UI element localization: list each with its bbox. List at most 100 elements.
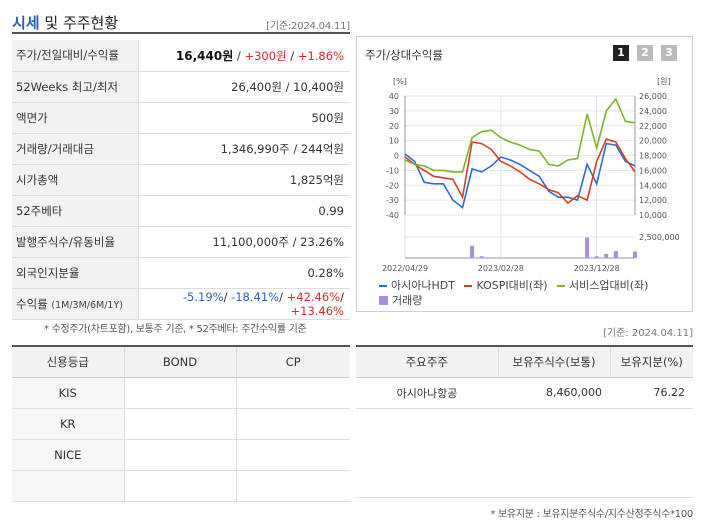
holder-header-name: 주요주주 <box>356 346 499 378</box>
reference-date: [기준:2024.04.11] <box>266 21 350 32</box>
legend-item-kospi: KOSPI대비(좌) <box>464 278 548 293</box>
legend-item-volume: 거래량 <box>379 293 422 308</box>
return-value-cell: -5.19%/ -18.41%/ +42.46%/ +13.46% <box>138 288 350 320</box>
right-tick-label: 24,000 <box>639 107 667 116</box>
chart-title: 주가/상대수익률 <box>365 48 443 62</box>
volume-bar <box>604 253 609 258</box>
price-chart: [%] [원] 40 30 20 10 0 -10 -20 -30 -40 26,000 24,000 2… <box>382 77 680 273</box>
right-tick-label: 26,000 <box>639 92 667 101</box>
left-tick-label: -30 <box>386 196 399 205</box>
table-row: 발행주식수/유동비율 11,100,000주 / 23.26% <box>12 226 350 258</box>
right-tick-label: 18,000 <box>639 152 667 161</box>
legend-label-asiana: 아시아나HDT <box>391 279 455 292</box>
credit-rating-table: 신용등급 BOND CP KIS KR NICE <box>12 345 350 502</box>
holder-shares: 8,460,000 <box>498 377 610 409</box>
table-row <box>12 470 350 502</box>
credit-bond <box>124 439 237 471</box>
legend-label-volume: 거래량 <box>392 294 423 307</box>
left-tick-label: 20 <box>389 122 399 131</box>
return-1m: -5.19% <box>182 289 224 304</box>
foreign-label: 외국인지분율 <box>12 257 139 289</box>
series-line-0 <box>404 142 636 209</box>
credit-agency <box>12 470 125 502</box>
price-value-cell: 16,440원 / +300원 / +1.86% <box>138 40 350 72</box>
left-tick-label: 10 <box>389 137 399 146</box>
holder-header-ratio: 보유지분(%) <box>610 346 693 378</box>
volume-bar <box>470 245 475 258</box>
right-axis-unit: [원] <box>657 77 671 86</box>
section-title-rest: 및 주주현황 <box>39 14 119 32</box>
par-value: 500원 <box>138 102 350 134</box>
chart-page-2-button[interactable]: 2 <box>637 45 653 61</box>
price-change: +300원 <box>244 48 287 63</box>
legend-item-service: 서비스업대비(좌) <box>557 278 648 293</box>
chart-page-3-button[interactable]: 3 <box>661 45 677 61</box>
holder-name: 아시아나항공 <box>356 377 498 409</box>
beta-label: 52주베타 <box>12 195 139 227</box>
table-header-row: 주요주주 보유주식수(보통) 보유지분(%) <box>356 346 693 378</box>
credit-header-bond: BOND <box>124 346 237 378</box>
table-row: 액면가 500원 <box>12 102 350 134</box>
left-tick-label: 40 <box>389 92 399 101</box>
table-row: 시가총액 1,825억원 <box>12 164 350 196</box>
legend-label-service: 서비스업대비(좌) <box>569 279 649 292</box>
x-tick-label: 2023/12/28 <box>574 264 620 273</box>
return-1y: +13.46% <box>290 303 345 318</box>
right-tick-label: 20,000 <box>639 137 667 146</box>
table-row: KR <box>12 408 350 440</box>
mcap-label: 시가총액 <box>12 164 139 196</box>
volume-tick-label: 2,500,000 <box>639 233 680 242</box>
chart-panel: 주가/상대수익률 1 2 3 [%] [원] 40 30 20 10 0 -10 -20 -30 -… <box>356 36 693 312</box>
right-tick-label: 22,000 <box>639 122 667 131</box>
left-tick-label: 0 <box>394 152 399 161</box>
volume-bar <box>633 251 637 258</box>
credit-header-cp: CP <box>236 346 350 378</box>
beta-value: 0.99 <box>138 195 350 227</box>
shares-label: 발행주식수/유동비율 <box>12 226 139 258</box>
volume-bar <box>479 256 484 258</box>
left-tick-label: 30 <box>389 107 399 116</box>
legend-label-kospi: KOSPI대비(좌) <box>476 279 548 292</box>
table-row: 거래량/거래대금 1,346,990주 / 244억원 <box>12 133 350 165</box>
credit-cp <box>236 377 350 409</box>
w52-label: 52Weeks 최고/최저 <box>12 71 139 103</box>
section-header: 시세 및 주주현황 [기준:2024.04.11] <box>12 6 350 34</box>
volume-value: 1,346,990주 / 244억원 <box>138 133 350 165</box>
chart-page-1-button[interactable]: 1 <box>613 45 629 61</box>
credit-bond <box>124 470 237 502</box>
price-label: 주가/전일대비/수익률 <box>12 40 139 72</box>
series-line-1 <box>404 138 636 205</box>
table-row: 52Weeks 최고/최저 26,400원 / 10,400원 <box>12 71 350 103</box>
reference-date-right: [기준: 2024.04.11] <box>602 328 693 339</box>
holder-header-shares: 보유주식수(보통) <box>498 346 611 378</box>
credit-agency: KR <box>12 408 125 440</box>
credit-bond <box>124 377 237 409</box>
volume-bar <box>594 256 599 258</box>
right-tick-label: 14,000 <box>639 181 667 190</box>
right-tick-label: 10,000 <box>639 211 667 220</box>
left-axis-unit: [%] <box>393 77 407 86</box>
footnote-right: * 보유지분 : 보유지분주식수/지수산정주식수*100 <box>490 509 693 520</box>
right-tick-label: 12,000 <box>639 196 667 205</box>
holders-empty-area <box>356 410 693 498</box>
section-title: 시세 및 주주현황 <box>12 12 118 33</box>
table-row: 주가/전일대비/수익률 16,440원 / +300원 / +1.86% <box>12 40 350 72</box>
return-6m: +42.46% <box>286 289 341 304</box>
section-title-main: 시세 <box>12 14 40 32</box>
x-tick-label: 2022/04/29 <box>382 264 428 273</box>
table-row: 수익률 (1M/3M/6M/1Y) -5.19%/ -18.41%/ +42.4… <box>12 288 350 320</box>
return-label-sub: (1M/3M/6M/1Y) <box>51 299 123 311</box>
return-label: 수익률 <box>16 296 48 311</box>
mcap-value: 1,825억원 <box>138 164 350 196</box>
table-row: 52주베타 0.99 <box>12 195 350 227</box>
shares-value: 11,100,000주 / 23.26% <box>138 226 350 258</box>
return-3m: -18.41% <box>231 289 280 304</box>
table-row: NICE <box>12 439 350 471</box>
credit-agency: KIS <box>12 377 125 409</box>
current-price: 16,440원 <box>175 48 234 63</box>
par-label: 액면가 <box>12 102 139 134</box>
w52-value: 26,400원 / 10,400원 <box>138 71 350 103</box>
chart-legend: 아시아나HDT KOSPI대비(좌) 서비스업대비(좌) 거래량 <box>379 278 689 308</box>
holder-ratio: 76.22 <box>610 377 693 409</box>
volume-bar <box>613 251 618 258</box>
